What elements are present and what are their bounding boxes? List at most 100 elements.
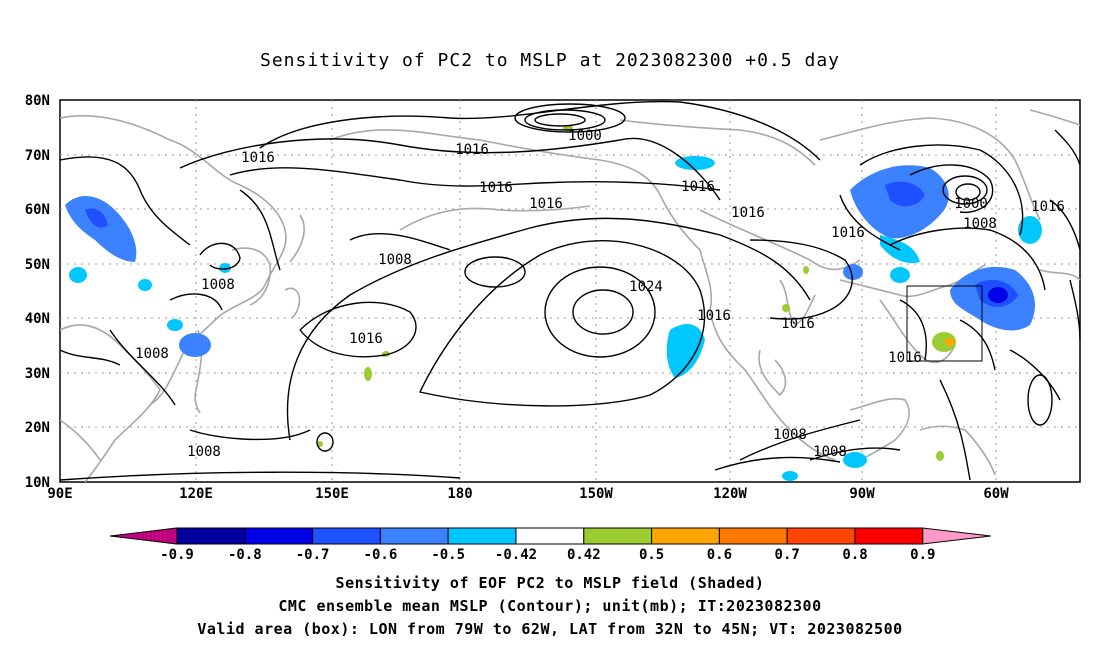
shade-negative (85, 208, 108, 228)
lon-label: 60W (983, 486, 1009, 502)
lat-label: 80N (25, 93, 50, 109)
colorbar-arrow-right (922, 527, 991, 545)
lat-label: 70N (25, 148, 50, 164)
shade-negative (885, 181, 925, 207)
valid-area-box (906, 285, 983, 362)
shade-negative (1018, 216, 1042, 244)
contour-label: 1008 (773, 427, 807, 443)
colorbar-label: -0.8 (228, 547, 262, 563)
caption-contour: CMC ensemble mean MSLP (Contour); unit(m… (278, 597, 822, 615)
lat-label: 50N (25, 257, 50, 273)
contour-label: 1016 (241, 150, 275, 166)
shade-negative (843, 452, 867, 468)
contour-label: 1016 (888, 350, 922, 366)
colorbar-swatch (854, 527, 924, 545)
lon-label: 120E (179, 486, 213, 502)
contour-label: 1016 (529, 196, 563, 212)
shade-positive (364, 367, 372, 381)
colorbar-swatch (786, 527, 856, 545)
contour-label: 1008 (963, 216, 997, 232)
contour-label: 1016 (781, 316, 815, 332)
contour-label: 1016 (479, 180, 513, 196)
lon-label: 90E (47, 486, 72, 502)
contour-label: 1016 (681, 179, 715, 195)
caption-valid-area: Valid area (box): LON from 79W to 62W, L… (197, 620, 903, 638)
contour-label: 1000 (954, 196, 988, 212)
lon-axis-labels: 90E 120E 150E 180 150W 120W 90W 60W (47, 486, 1009, 502)
shade-negative (65, 195, 137, 262)
colorbar-swatch (515, 527, 585, 545)
lon-label: 150E (315, 486, 349, 502)
map-title: Sensitivity of PC2 to MSLP at 2023082300… (259, 50, 840, 71)
lon-label: 150W (579, 486, 613, 502)
shade-negative (880, 235, 920, 264)
contour-label: 1008 (187, 444, 221, 460)
shade-negative (843, 264, 863, 280)
mslp-contours (59, 100, 1081, 481)
lon-label: 180 (447, 486, 472, 502)
colorbar-swatch (244, 527, 314, 545)
colorbar-swatch (583, 527, 653, 545)
colorbar-label: 0.6 (707, 547, 732, 563)
shade-positive (317, 441, 323, 447)
shaded-sensitivity (65, 125, 1042, 481)
contour-labels: 1016 1016 1016 1016 1016 1016 1016 1016 … (135, 128, 1065, 460)
shade-negative (988, 287, 1008, 303)
colorbar-label: 0.42 (567, 547, 601, 563)
colorbar-swatch (379, 527, 449, 545)
colorbar-swatch (312, 527, 381, 545)
shade-negative (666, 324, 705, 378)
lat-label: 30N (25, 366, 50, 382)
colorbar-label: -0.7 (296, 547, 330, 563)
colorbar-label: 0.8 (842, 547, 867, 563)
lat-axis-labels: 80N 70N 60N 50N 40N 30N 20N 10N (25, 93, 50, 491)
lon-label: 120W (713, 486, 747, 502)
contour-label: 1016 (697, 308, 731, 324)
shade-positive (932, 332, 956, 352)
colorbar-label: -0.9 (160, 547, 194, 563)
colorbar-arrow-left (109, 527, 178, 545)
colorbar-label: 0.5 (639, 547, 664, 563)
shade-positive (936, 451, 944, 461)
shade-negative (782, 471, 798, 481)
shade-negative (890, 267, 910, 283)
lat-label: 10N (25, 475, 50, 491)
map-frame (59, 99, 1081, 483)
contour-label: 1016 (731, 205, 765, 221)
shade-positive (782, 304, 790, 312)
contour-label: 1016 (831, 225, 865, 241)
colorbar-swatch (651, 527, 720, 545)
contour-label: 1000 (568, 128, 602, 144)
colorbar: -0.9 -0.8 -0.7 -0.6 -0.5 -0.42 0.42 0.5 0.6 0.7 0.… (109, 527, 991, 563)
lat-label: 20N (25, 420, 50, 436)
contour-label: 1008 (813, 444, 847, 460)
colorbar-label: -0.5 (431, 547, 465, 563)
contour-label: 1008 (201, 277, 235, 293)
shade-negative (138, 279, 152, 291)
shade-negative (675, 156, 715, 170)
contour-label: 1016 (349, 331, 383, 347)
caption-shaded: Sensitivity of EOF PC2 to MSLP field (Sh… (335, 574, 765, 592)
colorbar-swatch (718, 527, 788, 545)
contour-label: 1008 (135, 346, 169, 362)
lat-label: 60N (25, 202, 50, 218)
contour-label: 1008 (378, 252, 412, 268)
shade-negative (179, 333, 211, 357)
colorbar-label: -0.6 (364, 547, 398, 563)
shade-negative (69, 267, 87, 283)
lon-label: 90W (849, 486, 875, 502)
colorbar-swatch (447, 527, 517, 545)
colorbar-label: 0.7 (775, 547, 800, 563)
shade-positive (945, 338, 955, 346)
contour-label: 1024 (629, 279, 663, 295)
shade-positive (803, 266, 809, 274)
contour-label: 1016 (455, 142, 489, 158)
shade-negative (167, 319, 183, 331)
colorbar-label: 0.9 (910, 547, 935, 563)
lat-label: 40N (25, 311, 50, 327)
shade-negative (219, 263, 231, 273)
contour-label: 1016 (1031, 199, 1065, 215)
colorbar-swatch (176, 527, 246, 545)
colorbar-label: -0.42 (495, 547, 537, 563)
